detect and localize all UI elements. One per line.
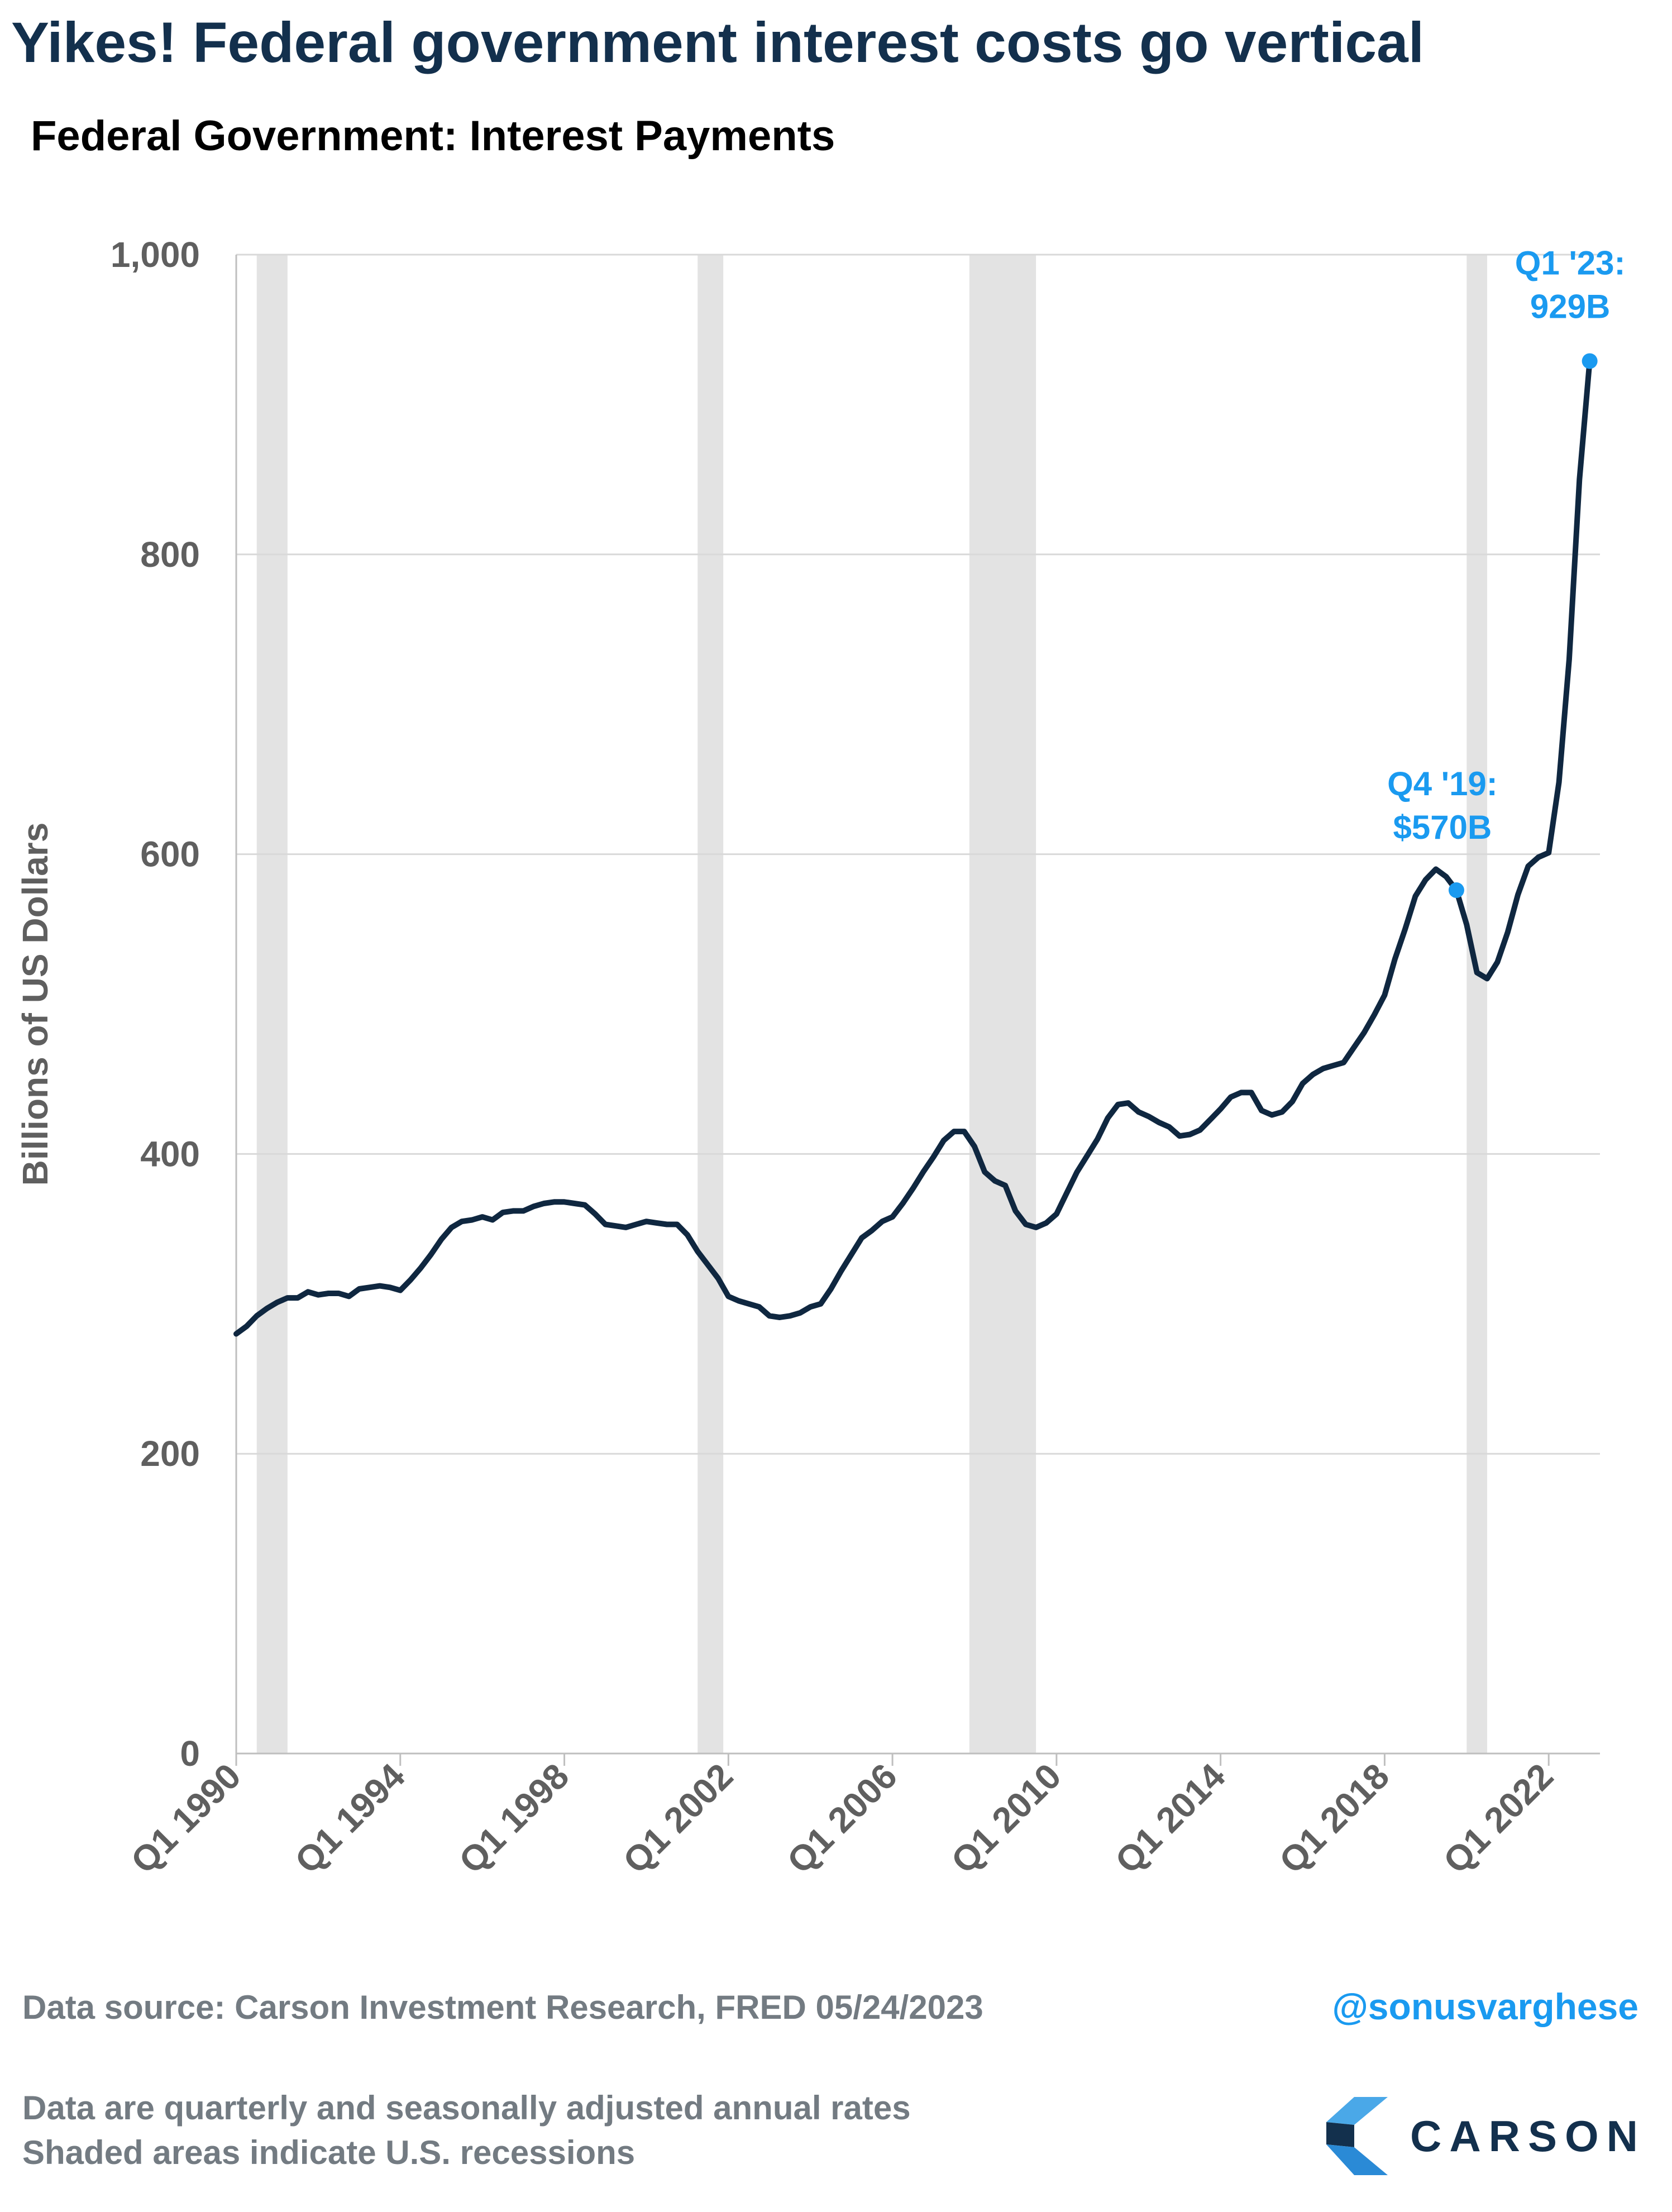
line-chart: 0 200 400 600 800 1,000 Q1 1990 Q1 1994 Q1 1998… [15, 235, 1626, 1881]
y-tick-label: 600 [140, 834, 200, 875]
series [233, 358, 1593, 1337]
recession-band [698, 255, 724, 1754]
axes [235, 255, 1600, 1766]
annotation-marker [1448, 882, 1464, 899]
x-tick-labels: Q1 1990 Q1 1994 Q1 1998 Q1 2002 Q1 2006 Q1 20… [123, 1756, 1561, 1881]
x-tick-label: Q1 2010 [943, 1756, 1069, 1881]
x-tick-label: Q1 1994 [287, 1756, 413, 1881]
annotation-value: 929B [1530, 288, 1610, 326]
chart-title: Yikes! Federal government interest costs… [11, 11, 1425, 74]
annotation-label: Q1 '23: [1515, 245, 1626, 282]
x-tick-label: Q1 2002 [615, 1756, 741, 1881]
recession-band [1466, 255, 1488, 1754]
footnote-recessions: Shaded areas indicate U.S. recessions [22, 2134, 636, 2171]
y-tick-label: 200 [140, 1434, 200, 1474]
y-tick-label: 1,000 [111, 235, 200, 275]
recession-band [256, 255, 288, 1754]
annotation-value: $570B [1393, 809, 1492, 846]
annotation-label: Q4 '19: [1387, 765, 1498, 802]
carson-logo-mark-icon [1326, 2097, 1388, 2175]
x-tick-label: Q1 1998 [451, 1756, 577, 1881]
annotations: Q4 '19: $570B Q1 '23: 929B [1387, 245, 1626, 899]
recession-band [969, 255, 1036, 1754]
annotation-marker [1582, 353, 1598, 369]
recession-bands [256, 255, 1488, 1754]
data-source-note: Data source: Carson Investment Research,… [22, 1989, 983, 2026]
interest-payments-line [233, 358, 1593, 1337]
x-tick-label: Q1 2014 [1107, 1756, 1233, 1881]
author-handle[interactable]: @sonusvarghese [1332, 1986, 1638, 2027]
chart-subtitle: Federal Government: Interest Payments [31, 112, 835, 160]
y-axis-label: Billions of US Dollars [15, 823, 55, 1186]
carson-logo-text: CARSON [1410, 2111, 1646, 2161]
y-tick-label: 400 [140, 1134, 200, 1174]
y-tick-labels: 0 200 400 600 800 1,000 [111, 235, 200, 1774]
carson-logo: CARSON [1321, 2091, 1639, 2175]
grid-lines [236, 254, 1600, 1455]
y-tick-label: 0 [180, 1733, 200, 1774]
y-tick-label: 800 [140, 534, 200, 575]
x-tick-label: Q1 2018 [1272, 1756, 1397, 1881]
x-tick-label: Q1 2006 [779, 1756, 905, 1881]
footnote-frequency: Data are quarterly and seasonally adjust… [22, 2089, 911, 2127]
x-tick-label: Q1 1990 [123, 1756, 249, 1881]
x-tick-label: Q1 2022 [1436, 1756, 1561, 1881]
